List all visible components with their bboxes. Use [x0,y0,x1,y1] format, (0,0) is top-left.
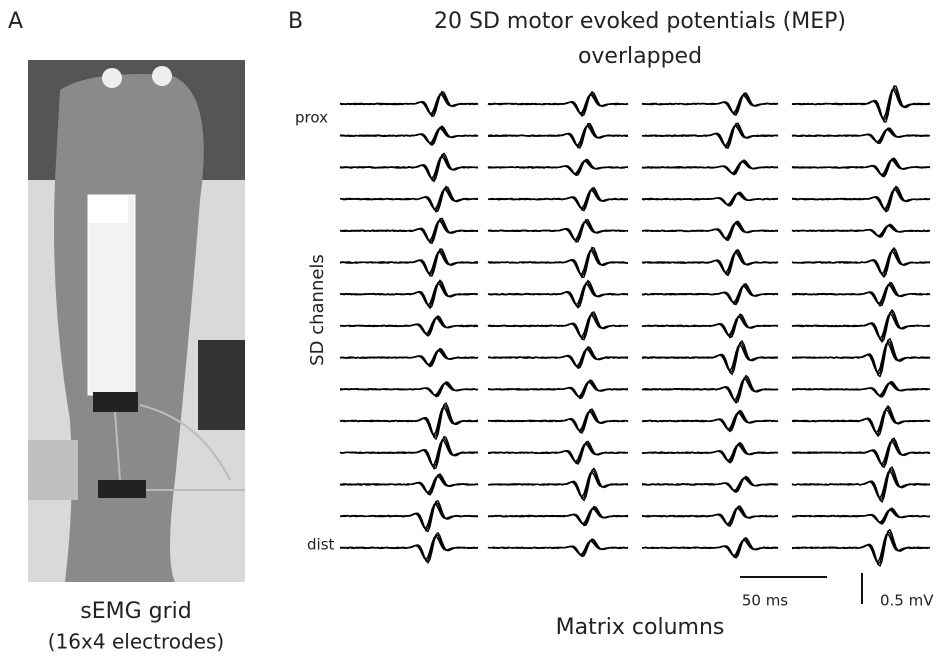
trace [641,92,779,116]
photo [28,60,245,582]
trace [641,191,779,207]
trace [791,127,931,145]
trace [641,374,779,404]
trace [339,473,479,496]
trace [487,379,629,400]
trace [339,401,479,441]
trace [488,505,629,527]
x-label: Matrix columns [556,615,725,640]
bench [28,440,78,500]
trace [487,186,629,212]
cable [114,404,245,491]
trace [791,380,931,398]
trace [641,313,779,339]
y-label: SD channels [307,254,328,366]
trace [487,467,629,502]
trace [791,85,931,123]
grid-strip [87,194,136,396]
trace [339,185,479,213]
title: 20 SD motor evoked potentials (MEP) [434,9,846,34]
caption: sEMG grid [80,599,191,624]
trace [791,157,930,178]
trace [487,246,629,279]
trace [791,404,930,438]
trace [487,440,629,465]
trace [641,505,779,527]
trace [641,283,779,306]
traces [339,85,931,568]
trace [339,531,479,564]
electrode [152,66,172,86]
trace [791,528,931,568]
row-label: prox [295,109,328,127]
trace [487,538,629,558]
row-label: dist [307,536,335,554]
trace [791,308,931,343]
grid-dots [88,195,128,223]
connector [93,392,138,412]
trace [641,441,779,464]
trace [339,248,479,277]
trace [487,90,629,117]
trace [487,311,629,341]
trace [641,248,779,277]
panel-label: A [8,9,23,34]
trace [339,347,479,368]
trace [487,218,629,243]
trace [339,90,479,118]
trace [791,337,931,378]
trace [641,159,779,176]
scale-label: 0.5 mV [880,592,934,610]
trace [791,465,931,503]
trace [340,500,479,533]
trace [641,122,779,149]
trace [641,536,779,559]
trace [641,339,779,376]
caption: (16x4 electrodes) [48,630,224,654]
trace [791,223,931,239]
device [198,340,245,430]
connector [98,480,146,498]
trace [487,279,629,309]
trace [487,408,629,434]
trace [791,437,930,469]
scale-label: 50 ms [742,592,788,610]
trace [487,158,629,177]
trace [339,314,479,337]
trace [791,507,931,525]
panel-label: B [288,9,303,34]
trace [339,217,479,245]
subtitle: overlapped [578,44,702,69]
trace [791,281,931,307]
trace [791,246,931,279]
trace [339,152,479,183]
trace [339,435,479,470]
trace [791,185,931,213]
trace [339,125,479,147]
trace [487,122,629,149]
trace [339,381,479,398]
electrode [102,68,122,88]
trace [340,279,479,310]
trace [487,346,629,370]
trace [641,409,779,433]
trace [641,220,779,242]
trace [642,475,779,494]
